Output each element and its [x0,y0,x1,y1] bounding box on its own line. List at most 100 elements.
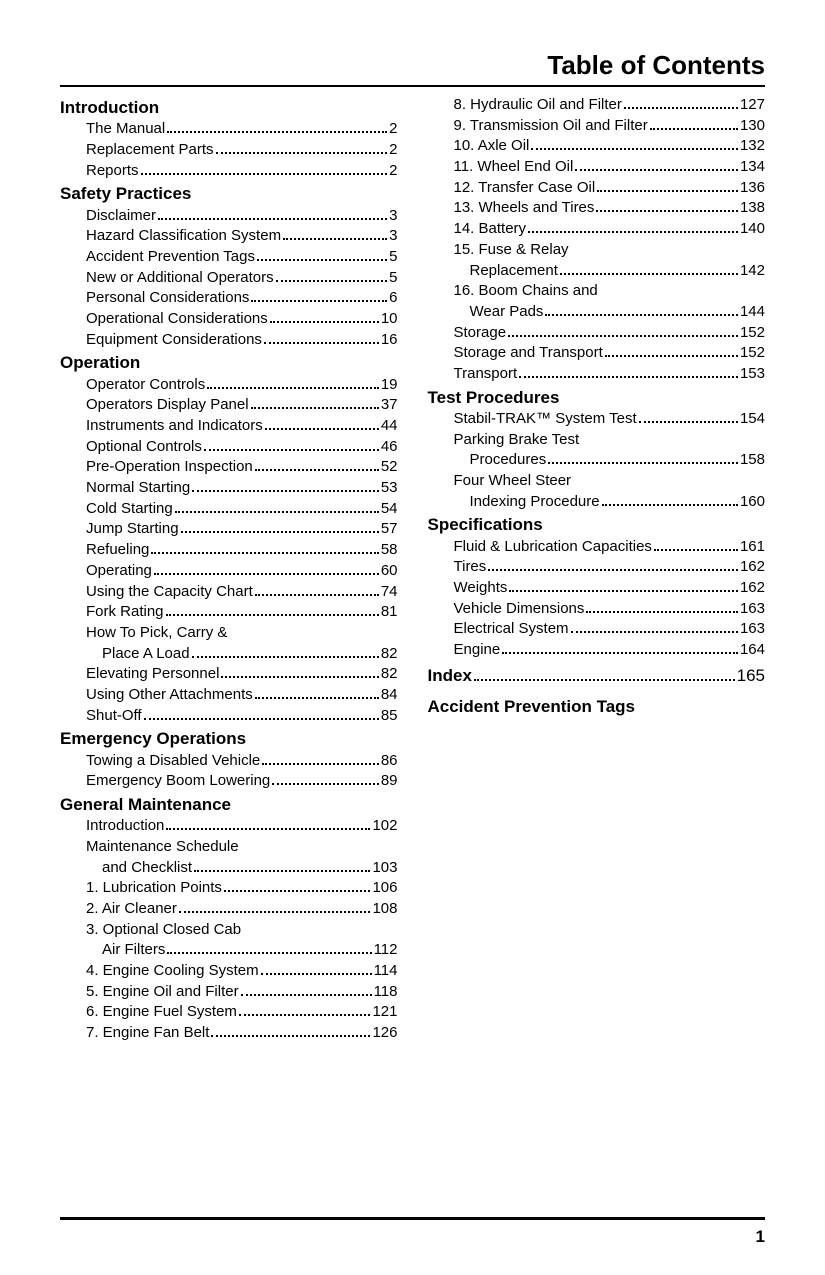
toc-label: 11. Wheel End Oil [454,157,574,178]
toc-label-line2: Replacement [470,261,558,282]
toc-entry: Weights162 [428,578,766,599]
toc-entry: 4. Engine Cooling System 114 [60,961,398,982]
toc-page: 3 [389,206,397,227]
toc-leader [261,973,372,975]
toc-leader [175,511,379,513]
toc-page: 162 [740,557,765,578]
toc-label: Jump Starting [86,519,179,540]
toc-entry: The Manual2 [60,119,398,140]
toc-entry: Elevating Personnel82 [60,664,398,685]
toc-label: Elevating Personnel [86,664,219,685]
toc-leader [262,763,379,765]
toc-page: 2 [389,140,397,161]
toc-page: 6 [389,288,397,309]
toc-label: Personal Considerations [86,288,249,309]
toc-entry: Electrical System 163 [428,619,766,640]
toc-leader [194,870,370,872]
toc-page: 161 [740,537,765,558]
toc-label: 5. Engine Oil and Filter [86,982,239,1003]
toc-label: Refueling [86,540,149,561]
toc-entry: Pre-Operation Inspection 52 [60,457,398,478]
bottom-divider [60,1217,765,1220]
toc-label: Stabil-TRAK™ System Test [454,409,637,430]
toc-page: 16 [381,330,398,351]
toc-leader [502,652,738,654]
toc-entry: Emergency Boom Lowering89 [60,771,398,792]
toc-entry: Operating60 [60,561,398,582]
toc-label: Electrical System [454,619,569,640]
toc-leader [239,1014,371,1016]
toc-leader [221,676,378,678]
toc-label: 6. Engine Fuel System [86,1002,237,1023]
toc-label-line2: Place A Load [102,644,190,665]
section-heading: Safety Practices [60,183,398,204]
section-heading-with-page: Index165 [428,665,766,687]
toc-leader [255,697,379,699]
toc-label: Pre-Operation Inspection [86,457,253,478]
toc-leader [508,335,738,337]
toc-label: 4. Engine Cooling System [86,961,259,982]
toc-leader [605,355,738,357]
toc-entry: Shut-Off85 [60,706,398,727]
toc-label: Operating [86,561,152,582]
toc-leader [154,573,379,575]
toc-page: 163 [740,599,765,620]
toc-entry: Introduction102 [60,816,398,837]
toc-label: Optional Controls [86,437,202,458]
toc-page: 126 [372,1023,397,1044]
toc-leader [224,890,371,892]
toc-page: 5 [389,247,397,268]
toc-leader [166,828,370,830]
toc-page: 163 [740,619,765,640]
toc-label: Storage and Transport [454,343,603,364]
toc-label: Cold Starting [86,499,173,520]
toc-leader [181,531,379,533]
toc-label: Hazard Classification System [86,226,281,247]
toc-entry: 1. Lubrication Points106 [60,878,398,899]
toc-page: 118 [374,982,398,1003]
toc-label: New or Additional Operators [86,268,274,289]
toc-leader [283,238,387,240]
section-heading: Emergency Operations [60,728,398,749]
toc-page: 57 [381,519,398,540]
toc-leader [528,231,738,233]
top-divider [60,85,765,87]
section-heading: Introduction [60,97,398,118]
toc-entry: Using Other Attachments84 [60,685,398,706]
toc-leader [270,321,379,323]
toc-leader [548,462,738,464]
toc-page: 10 [381,309,398,330]
toc-label: Reports [86,161,139,182]
toc-entry: 11. Wheel End Oil 134 [428,157,766,178]
toc-entry: Reports2 [60,161,398,182]
toc-page: 58 [381,540,398,561]
toc-label-line1: How To Pick, Carry & [60,623,398,644]
toc-page: 140 [740,219,765,240]
toc-leader [167,952,371,954]
toc-leader [167,131,387,133]
toc-entry: Storage and Transport152 [428,343,766,364]
toc-page: 130 [740,116,765,137]
toc-entry: Place A Load82 [60,644,398,665]
toc-label-line1: Four Wheel Steer [428,471,766,492]
toc-page: 81 [381,602,398,623]
toc-leader [488,569,738,571]
toc-label: Shut-Off [86,706,142,727]
toc-entry: Instruments and Indicators44 [60,416,398,437]
toc-leader [151,552,378,554]
toc-entry: 6. Engine Fuel System121 [60,1002,398,1023]
toc-page: 84 [381,685,398,706]
toc-entry: Operator Controls19 [60,375,398,396]
toc-page: 52 [381,457,398,478]
toc-label: Tires [454,557,487,578]
toc-page: 136 [740,178,765,199]
toc-page: 114 [374,961,398,982]
toc-label: 13. Wheels and Tires [454,198,595,219]
toc-label: Emergency Boom Lowering [86,771,270,792]
toc-entry: Normal Starting53 [60,478,398,499]
toc-page: 142 [740,261,765,282]
toc-label: Disclaimer [86,206,156,227]
toc-page: 112 [374,940,398,961]
toc-page: 134 [740,157,765,178]
toc-leader [531,148,738,150]
